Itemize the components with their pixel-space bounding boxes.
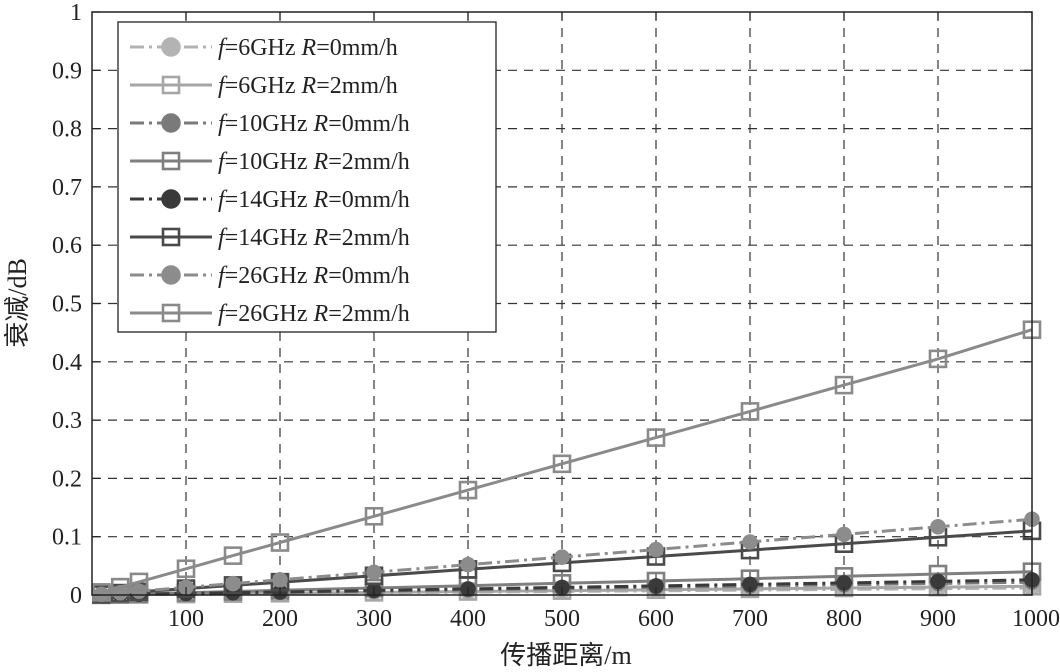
data-point	[366, 564, 382, 581]
legend-entry-3: f=10GHz R=0mm/h	[130, 111, 410, 137]
legend-entry-1: f=6GHz R=0mm/h	[130, 35, 398, 61]
legend-entry-2: f=6GHz R=2mm/h	[130, 73, 398, 99]
x-tick-label: 800	[826, 606, 862, 632]
legend-box	[117, 21, 497, 333]
y-tick-label: 0	[70, 583, 82, 609]
data-point	[460, 556, 476, 573]
legend-entry-6: f=14GHz R=2mm/h	[130, 225, 410, 251]
legend-marker	[161, 113, 181, 133]
legend-label: f=14GHz R=2mm/h	[218, 225, 410, 251]
y-axis-label: 衰减/dB	[3, 258, 32, 348]
series-layer	[92, 320, 1042, 605]
legend-label: f=26GHz R=2mm/h	[218, 301, 410, 327]
x-tick-label: 700	[732, 606, 768, 632]
y-tick-label: 0.8	[52, 117, 82, 143]
data-point	[364, 506, 384, 526]
x-tick-label: 200	[262, 606, 298, 632]
legend-marker	[161, 37, 181, 57]
x-tick-label: 500	[544, 606, 580, 632]
y-tick-label: 0.3	[52, 408, 82, 434]
legend: f=6GHz R=0mm/h f=6GHz R=2mm/h f=10GHz R=0m…	[117, 21, 497, 333]
data-point	[646, 428, 666, 447]
data-point	[740, 402, 760, 421]
legend-marker	[161, 189, 181, 209]
data-point	[131, 583, 147, 599]
legend-label: f=10GHz R=0mm/h	[218, 111, 410, 137]
data-point	[742, 534, 758, 550]
data-point	[930, 573, 946, 590]
legend-label: f=10GHz R=2mm/h	[218, 149, 410, 175]
x-tick-label: 100	[168, 606, 204, 632]
data-point	[930, 519, 946, 535]
legend-label: f=6GHz R=2mm/h	[218, 73, 398, 99]
series-8	[92, 320, 1042, 602]
x-tick-label: 300	[356, 606, 392, 632]
data-point	[836, 526, 852, 543]
data-point	[92, 583, 111, 602]
legend-marker	[161, 151, 181, 171]
data-point	[225, 575, 241, 592]
x-axis-label: 传播距离/m	[500, 641, 631, 670]
legend-entry-7: f=26GHz R=0mm/h	[130, 263, 410, 289]
legend-marker	[161, 227, 181, 247]
y-tick-label: 0.9	[52, 58, 82, 84]
data-point	[928, 349, 948, 369]
tick-layer: 100 200 300 400 500 600 700 800 900 1000 0 0.1 0.2 0.…	[52, 0, 1060, 632]
x-tick-label: 400	[450, 606, 486, 632]
y-tick-label: 0.4	[52, 350, 82, 376]
y-tick-label: 1	[70, 0, 82, 26]
data-point	[458, 480, 478, 500]
y-tick-label: 0.2	[52, 466, 82, 492]
grid-lines	[92, 12, 1032, 595]
data-point	[223, 546, 243, 565]
x-tick-label: 600	[638, 606, 674, 632]
legend-entry-4: f=10GHz R=2mm/h	[130, 149, 410, 175]
x-tick-label: 1000	[1012, 606, 1060, 632]
data-point	[176, 559, 196, 579]
x-tick-label: 900	[920, 606, 956, 632]
series-line	[101, 517, 1033, 596]
y-tick-label: 0.5	[52, 292, 82, 318]
legend-entry-5: f=14GHz R=0mm/h	[130, 187, 410, 213]
legend-label: f=26GHz R=0mm/h	[218, 263, 410, 289]
data-point	[554, 549, 570, 565]
legend-label: f=6GHz R=0mm/h	[218, 35, 398, 61]
y-tick-label: 0.6	[52, 233, 82, 259]
data-point	[552, 454, 572, 474]
legend-entry-8: f=26GHz R=2mm/h	[130, 301, 410, 327]
y-tick-label: 0.1	[52, 525, 82, 551]
data-point	[834, 375, 854, 395]
y-tick-label: 0.7	[52, 175, 82, 201]
legend-marker	[161, 265, 181, 285]
data-point	[272, 572, 288, 588]
legend-label: f=14GHz R=0mm/h	[218, 187, 410, 213]
legend-marker	[161, 303, 181, 323]
data-point	[648, 541, 664, 558]
legend-marker	[161, 75, 181, 95]
data-point	[129, 572, 149, 592]
data-point	[270, 533, 290, 552]
